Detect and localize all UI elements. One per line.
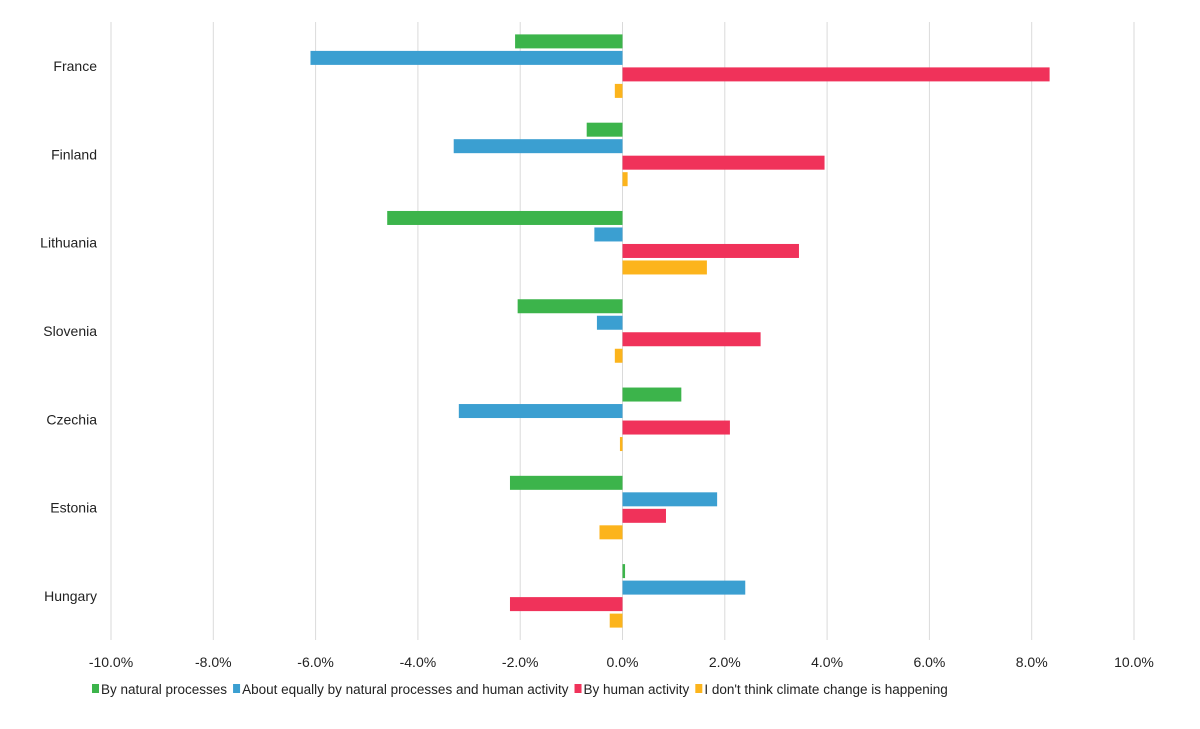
- bar: [622, 420, 730, 435]
- x-tick-label: -2.0%: [502, 654, 539, 670]
- category-label: Estonia: [50, 500, 97, 516]
- x-tick-label: -4.0%: [400, 654, 437, 670]
- x-tick-label: -8.0%: [195, 654, 232, 670]
- bar: [596, 315, 623, 330]
- legend-swatch: [233, 684, 241, 693]
- legend-label: I don't think climate change is happenin…: [704, 682, 948, 697]
- bar: [622, 580, 746, 595]
- bar: [586, 122, 623, 137]
- legend-label: By human activity: [584, 682, 690, 697]
- category-label: Czechia: [46, 411, 97, 427]
- legend: By natural processes About equally by nat…: [92, 682, 948, 697]
- bar: [453, 139, 623, 154]
- bar: [387, 210, 623, 225]
- x-tick-label: 0.0%: [607, 654, 639, 670]
- legend-label: About equally by natural processes and h…: [242, 682, 569, 697]
- bar: [614, 348, 623, 363]
- bar: [622, 67, 1050, 82]
- bar: [515, 34, 623, 49]
- bar: [622, 508, 666, 523]
- bar: [458, 404, 623, 419]
- x-tick-label: 10.0%: [1114, 654, 1154, 670]
- bar: [622, 155, 825, 170]
- category-label: Slovenia: [43, 323, 97, 339]
- bar: [622, 332, 761, 347]
- bar: [517, 299, 623, 314]
- grid-lines: [110, 22, 1135, 640]
- x-tick-label: 2.0%: [709, 654, 741, 670]
- legend-swatch: [695, 684, 703, 693]
- x-tick-label: -10.0%: [89, 654, 133, 670]
- bar: [614, 83, 623, 98]
- bar: [594, 227, 623, 242]
- category-label: Lithuania: [40, 235, 97, 251]
- legend-swatch: [92, 684, 99, 693]
- legend-swatch: [574, 684, 582, 693]
- bar: [310, 50, 623, 65]
- x-tick-label: 8.0%: [1016, 654, 1048, 670]
- bar: [622, 564, 626, 579]
- bar: [619, 437, 623, 452]
- category-labels: France Finland Lithuania Slovenia Czechia Est…: [40, 58, 97, 604]
- x-axis-ticks: -10.0% -8.0% -6.0% -4.0% -2.0% 0.0% 2.0% 4.0% 6.…: [89, 654, 1154, 670]
- bar: [509, 597, 623, 612]
- category-label: Hungary: [44, 588, 97, 604]
- x-tick-label: 6.0%: [913, 654, 945, 670]
- bar: [599, 525, 623, 540]
- bar: [622, 387, 682, 402]
- bar: [622, 260, 707, 275]
- bar: [622, 172, 628, 187]
- x-tick-label: -6.0%: [297, 654, 334, 670]
- legend-label: By natural processes: [101, 682, 227, 697]
- category-label: Finland: [51, 146, 97, 162]
- bar: [609, 613, 623, 628]
- category-label: France: [53, 58, 97, 74]
- bar: [622, 243, 799, 258]
- x-tick-label: 4.0%: [811, 654, 843, 670]
- bar: [509, 475, 623, 490]
- bars: [310, 34, 1050, 628]
- bar: [622, 492, 718, 507]
